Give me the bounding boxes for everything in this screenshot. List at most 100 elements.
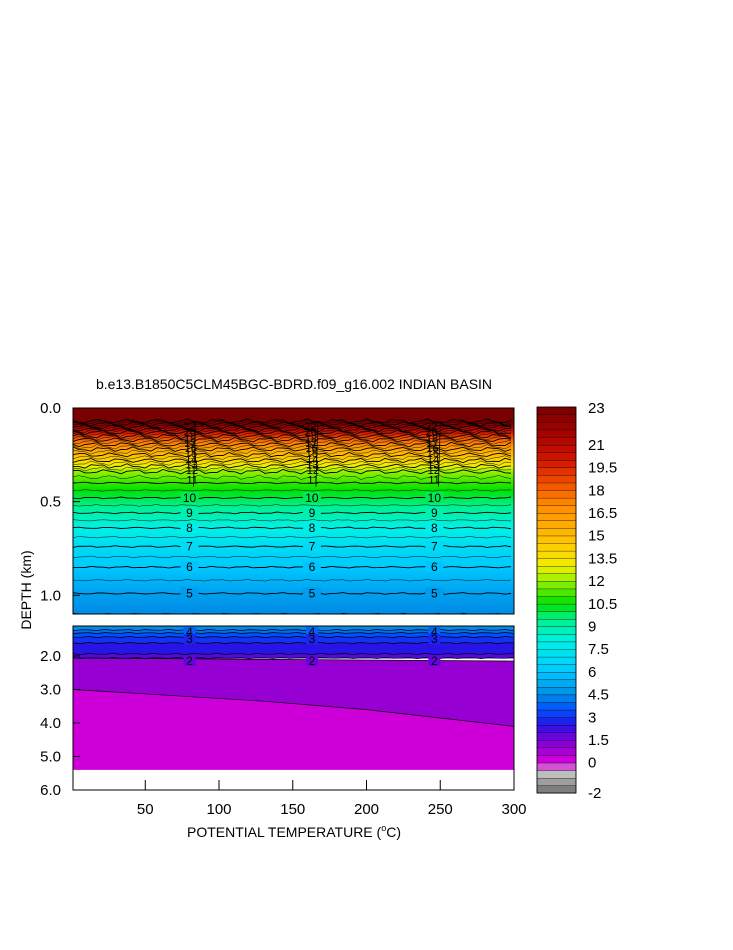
upper-band <box>73 446 514 448</box>
upper-band <box>73 467 514 469</box>
y-tick-label: 1.0 <box>40 587 61 604</box>
colorbar-label: 21 <box>588 437 605 454</box>
upper-band <box>73 415 514 417</box>
upper-band <box>73 419 514 421</box>
colorbar-label: 1.5 <box>588 732 609 749</box>
y-tick-label: 0.0 <box>40 400 61 417</box>
contour-label: 3 <box>309 632 316 646</box>
colorbar-swatch <box>536 543 577 552</box>
upper-band <box>73 562 514 564</box>
upper-band <box>73 523 514 525</box>
upper-band <box>73 413 514 415</box>
contour-label: 10 <box>305 491 319 505</box>
lower-panel-frame <box>72 625 515 791</box>
contour-label-bg <box>425 587 444 599</box>
upper-band <box>73 575 514 577</box>
upper-contour-line <box>73 426 512 433</box>
lower-band <box>73 626 514 631</box>
contour-label: 18 <box>305 434 317 446</box>
upper-band <box>73 579 514 581</box>
upper-contour-line <box>73 431 512 437</box>
upper-band <box>73 501 514 503</box>
upper-band <box>73 555 514 557</box>
upper-band <box>73 576 514 578</box>
upper-band <box>73 468 514 470</box>
lower-band <box>73 689 514 770</box>
x-tick-label: 250 <box>428 801 453 818</box>
upper-band <box>73 578 514 580</box>
contour-label: 8 <box>186 521 193 535</box>
colorbar-swatch <box>536 558 577 567</box>
upper-band <box>73 563 514 565</box>
upper-band <box>73 500 514 502</box>
contour-label: 9 <box>186 506 193 520</box>
colorbar-swatch <box>536 527 577 537</box>
y-tick-label: 4.0 <box>40 715 61 732</box>
upper-band <box>73 518 514 520</box>
upper-band <box>73 457 514 459</box>
contour-label: 14 <box>427 454 439 466</box>
contour-label-bg <box>180 561 199 573</box>
y-axis-label: DEPTH (km) <box>18 550 34 629</box>
contour-label-bg <box>180 521 199 533</box>
colorbar-swatch <box>536 573 577 582</box>
upper-band <box>73 566 514 568</box>
colorbar-label: 15 <box>588 528 605 545</box>
contour-label-bg <box>425 540 444 552</box>
colorbar-swatch <box>536 429 577 438</box>
upper-band <box>73 573 514 575</box>
upper-band <box>73 544 514 546</box>
colorbar-swatch <box>536 474 577 484</box>
upper-contour-line <box>73 536 512 539</box>
colorbar-swatch <box>536 686 577 696</box>
upper-band <box>73 516 514 518</box>
upper-band <box>73 465 514 467</box>
x-axis-label-degree: o <box>381 823 386 833</box>
colorbar-swatch <box>536 611 577 620</box>
upper-band <box>73 571 514 573</box>
upper-band <box>73 528 514 530</box>
colorbar-swatch <box>536 739 577 749</box>
upper-band <box>73 603 514 605</box>
contour-label-bg <box>180 506 199 518</box>
contour-label: 8 <box>309 521 316 535</box>
upper-band <box>73 451 514 453</box>
upper-band <box>73 504 514 506</box>
colorbar-label: 12 <box>588 573 605 590</box>
upper-band <box>73 420 514 422</box>
label-leader <box>315 421 319 487</box>
upper-band <box>73 507 514 509</box>
upper-band <box>73 439 514 441</box>
upper-contour-line <box>73 418 512 424</box>
colorbar-swatch <box>536 550 577 559</box>
contour-label: 2 <box>309 654 316 668</box>
upper-band <box>73 493 514 495</box>
contour-label: 17 <box>184 438 196 450</box>
upper-band <box>73 553 514 555</box>
upper-band <box>73 460 514 462</box>
upper-band <box>73 510 514 512</box>
contour-label-bg <box>428 627 441 637</box>
upper-band <box>73 492 514 494</box>
upper-band <box>73 538 514 540</box>
upper-band <box>73 549 514 551</box>
contour-label: 10 <box>428 491 442 505</box>
upper-panel-frame <box>72 407 515 615</box>
upper-band <box>73 572 514 574</box>
upper-band <box>73 408 514 410</box>
x-tick-label: 300 <box>501 801 526 818</box>
upper-band <box>73 474 514 476</box>
upper-contour-line <box>73 433 512 439</box>
lower-contour-line <box>73 657 514 662</box>
contour-label: 20 <box>426 427 438 439</box>
contour-label-bg <box>180 587 199 599</box>
contour-label: 4 <box>309 625 316 639</box>
colorbar-swatch <box>536 505 577 514</box>
contour-label: 7 <box>431 540 438 554</box>
upper-band <box>73 498 514 500</box>
upper-band <box>73 611 514 613</box>
upper-band <box>73 595 514 597</box>
upper-band <box>73 437 514 439</box>
upper-band <box>73 418 514 420</box>
